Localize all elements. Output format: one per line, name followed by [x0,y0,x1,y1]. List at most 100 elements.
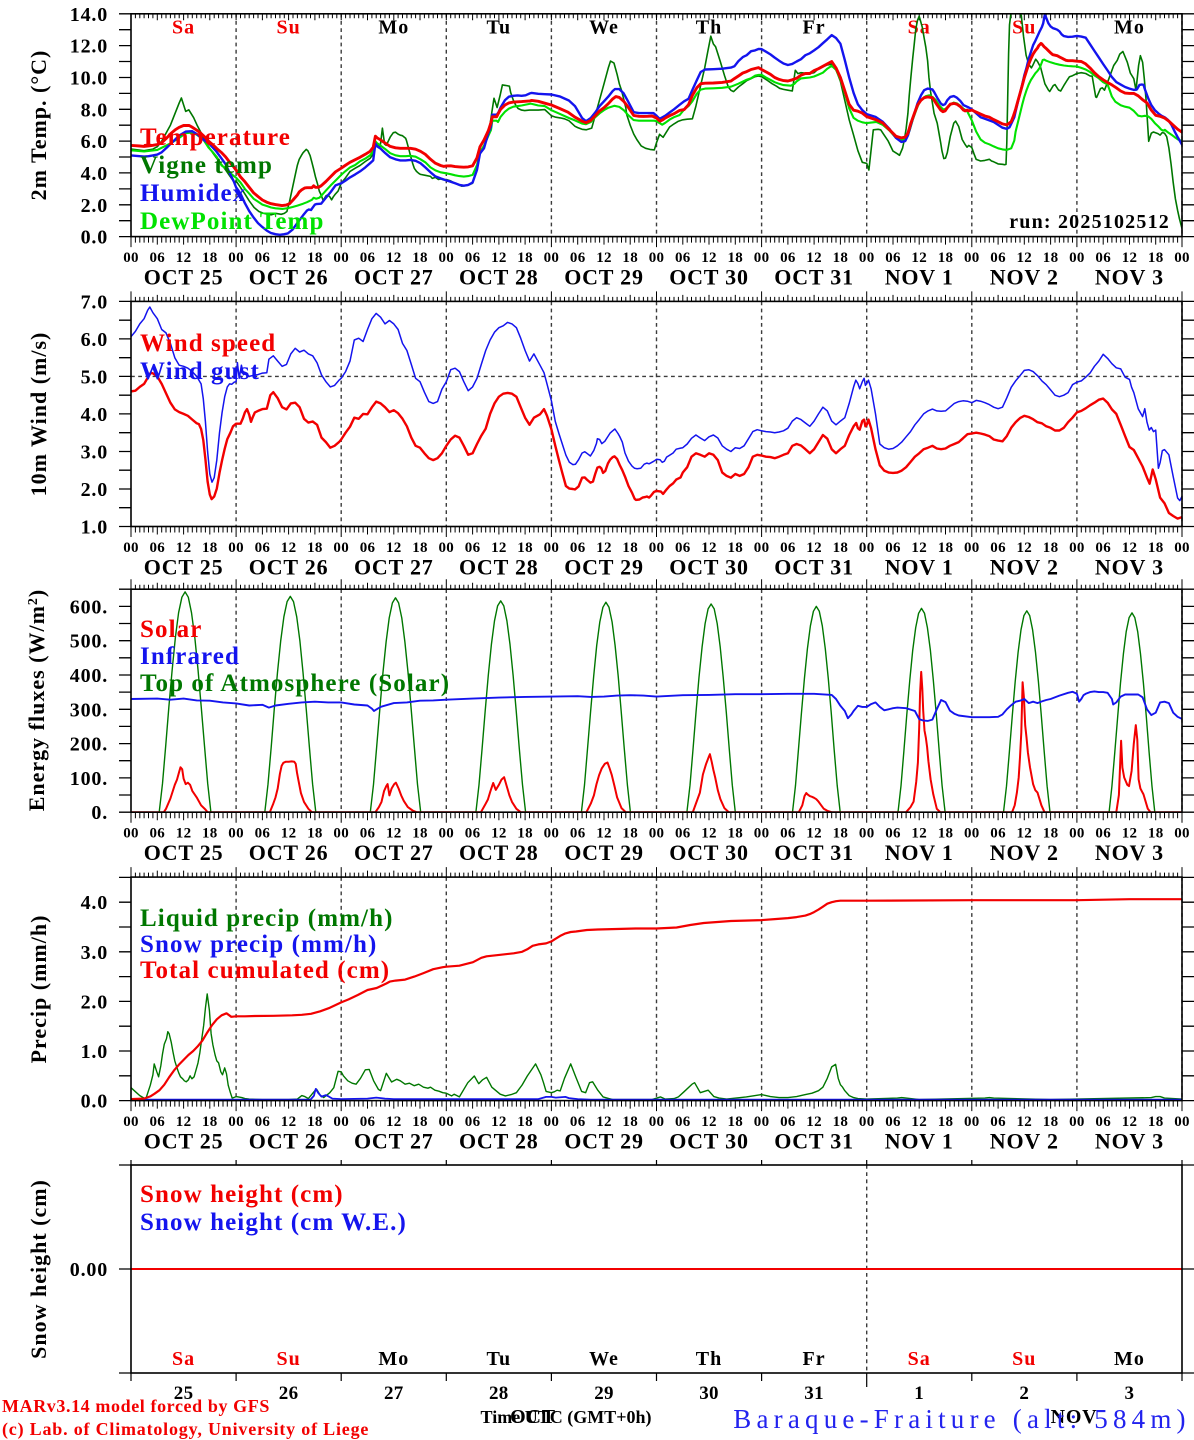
svg-text:00: 00 [649,250,665,266]
svg-text:12: 12 [386,250,402,266]
svg-text:00: 00 [649,540,665,556]
svg-text:06: 06 [780,540,796,556]
svg-text:18: 18 [517,540,533,556]
svg-text:12: 12 [176,826,192,842]
svg-text:10.0: 10.0 [70,68,108,90]
svg-text:00: 00 [1069,826,1085,842]
svg-text:06: 06 [885,250,901,266]
svg-text:18: 18 [833,826,849,842]
svg-text:(c) Lab. of Climatology, Unive: (c) Lab. of Climatology, University of L… [2,1419,369,1440]
svg-text:0.: 0. [91,802,108,824]
svg-text:06: 06 [675,540,691,556]
svg-text:12: 12 [491,826,507,842]
svg-text:NOV 3: NOV 3 [1095,840,1164,865]
svg-text:00: 00 [1174,540,1190,556]
svg-text:2.0: 2.0 [81,195,108,217]
svg-text:12: 12 [491,250,507,266]
svg-text:06: 06 [780,826,796,842]
svg-text:NOV 2: NOV 2 [990,555,1059,580]
svg-text:12: 12 [1122,826,1138,842]
svg-text:12: 12 [1122,1114,1138,1130]
svg-text:18: 18 [517,826,533,842]
svg-text:Mo: Mo [378,1348,409,1370]
svg-text:OCT 28: OCT 28 [459,1129,539,1154]
svg-text:00: 00 [754,826,770,842]
svg-text:We: We [589,17,619,39]
svg-text:12: 12 [491,540,507,556]
svg-text:1: 1 [914,1383,924,1404]
svg-text:OCT 25: OCT 25 [144,1129,224,1154]
svg-text:Mo: Mo [1114,17,1145,39]
svg-text:OCT 31: OCT 31 [774,840,854,865]
svg-text:06: 06 [465,826,481,842]
svg-text:06: 06 [255,540,271,556]
svg-text:18: 18 [938,1114,954,1130]
svg-text:00: 00 [438,1114,454,1130]
svg-text:06: 06 [465,250,481,266]
svg-text:26: 26 [279,1383,299,1404]
svg-text:Wind gust: Wind gust [140,358,260,385]
svg-text:12: 12 [701,250,717,266]
svg-text:OCT 30: OCT 30 [669,1129,749,1154]
svg-text:Baraque-Fraiture (alt: 584m): Baraque-Fraiture (alt: 584m) [733,1404,1190,1434]
svg-text:DewPoint Temp: DewPoint Temp [140,208,324,235]
svg-text:OCT 27: OCT 27 [354,265,434,290]
svg-text:00: 00 [964,1114,980,1130]
svg-text:3.0: 3.0 [81,942,108,964]
svg-text:OCT 25: OCT 25 [144,555,224,580]
svg-text:18: 18 [622,250,638,266]
svg-text:18: 18 [1043,826,1059,842]
svg-text:06: 06 [990,826,1006,842]
svg-text:18: 18 [727,250,743,266]
svg-text:12: 12 [911,826,927,842]
svg-text:18: 18 [622,826,638,842]
svg-text:06: 06 [360,250,376,266]
svg-text:6.0: 6.0 [81,131,108,153]
svg-text:18: 18 [412,1114,428,1130]
svg-text:18: 18 [517,250,533,266]
svg-text:12: 12 [1122,540,1138,556]
svg-text:18: 18 [202,250,218,266]
svg-text:00: 00 [438,250,454,266]
svg-text:12: 12 [596,826,612,842]
svg-text:1.0: 1.0 [81,1041,108,1063]
svg-text:12: 12 [281,540,297,556]
svg-text:18: 18 [307,826,323,842]
svg-text:Humidex: Humidex [140,180,246,207]
svg-text:00: 00 [544,1114,560,1130]
svg-text:06: 06 [675,1114,691,1130]
svg-text:00: 00 [859,540,875,556]
svg-text:12: 12 [596,540,612,556]
svg-text:00: 00 [649,1114,665,1130]
svg-text:OCT 28: OCT 28 [459,265,539,290]
svg-text:00: 00 [859,250,875,266]
svg-text:Sa: Sa [908,1348,931,1370]
svg-text:18: 18 [727,826,743,842]
svg-text:12: 12 [911,540,927,556]
svg-text:MARv3.14 model forced by GFS: MARv3.14 model forced by GFS [2,1396,270,1416]
svg-text:12: 12 [596,250,612,266]
svg-text:200.: 200. [70,734,108,756]
svg-text:18: 18 [202,540,218,556]
svg-text:Liquid precip (mm/h): Liquid precip (mm/h) [140,905,394,932]
svg-text:Su: Su [1012,1348,1036,1370]
svg-text:OCT 27: OCT 27 [354,840,434,865]
svg-text:Wind speed: Wind speed [140,330,276,357]
svg-text:2: 2 [1019,1383,1029,1404]
svg-text:OCT 31: OCT 31 [774,1129,854,1154]
svg-text:14.0: 14.0 [70,4,108,26]
svg-text:00: 00 [333,826,349,842]
svg-text:Tu: Tu [486,1348,511,1370]
svg-text:Tu: Tu [486,17,511,39]
svg-text:NOV 2: NOV 2 [990,1129,1059,1154]
svg-text:06: 06 [149,826,165,842]
svg-text:00: 00 [859,1114,875,1130]
svg-text:06: 06 [465,1114,481,1130]
svg-text:00: 00 [333,250,349,266]
svg-text:00: 00 [754,250,770,266]
svg-text:12: 12 [701,826,717,842]
svg-text:OCT 25: OCT 25 [144,265,224,290]
svg-text:12: 12 [806,826,822,842]
svg-text:Infrared: Infrared [140,643,240,670]
svg-text:12: 12 [176,540,192,556]
